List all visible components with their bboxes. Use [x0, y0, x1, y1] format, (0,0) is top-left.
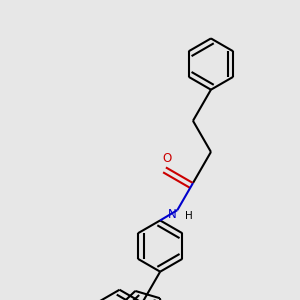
Text: O: O	[163, 152, 172, 165]
Text: N: N	[168, 208, 177, 221]
Text: H: H	[185, 211, 193, 221]
